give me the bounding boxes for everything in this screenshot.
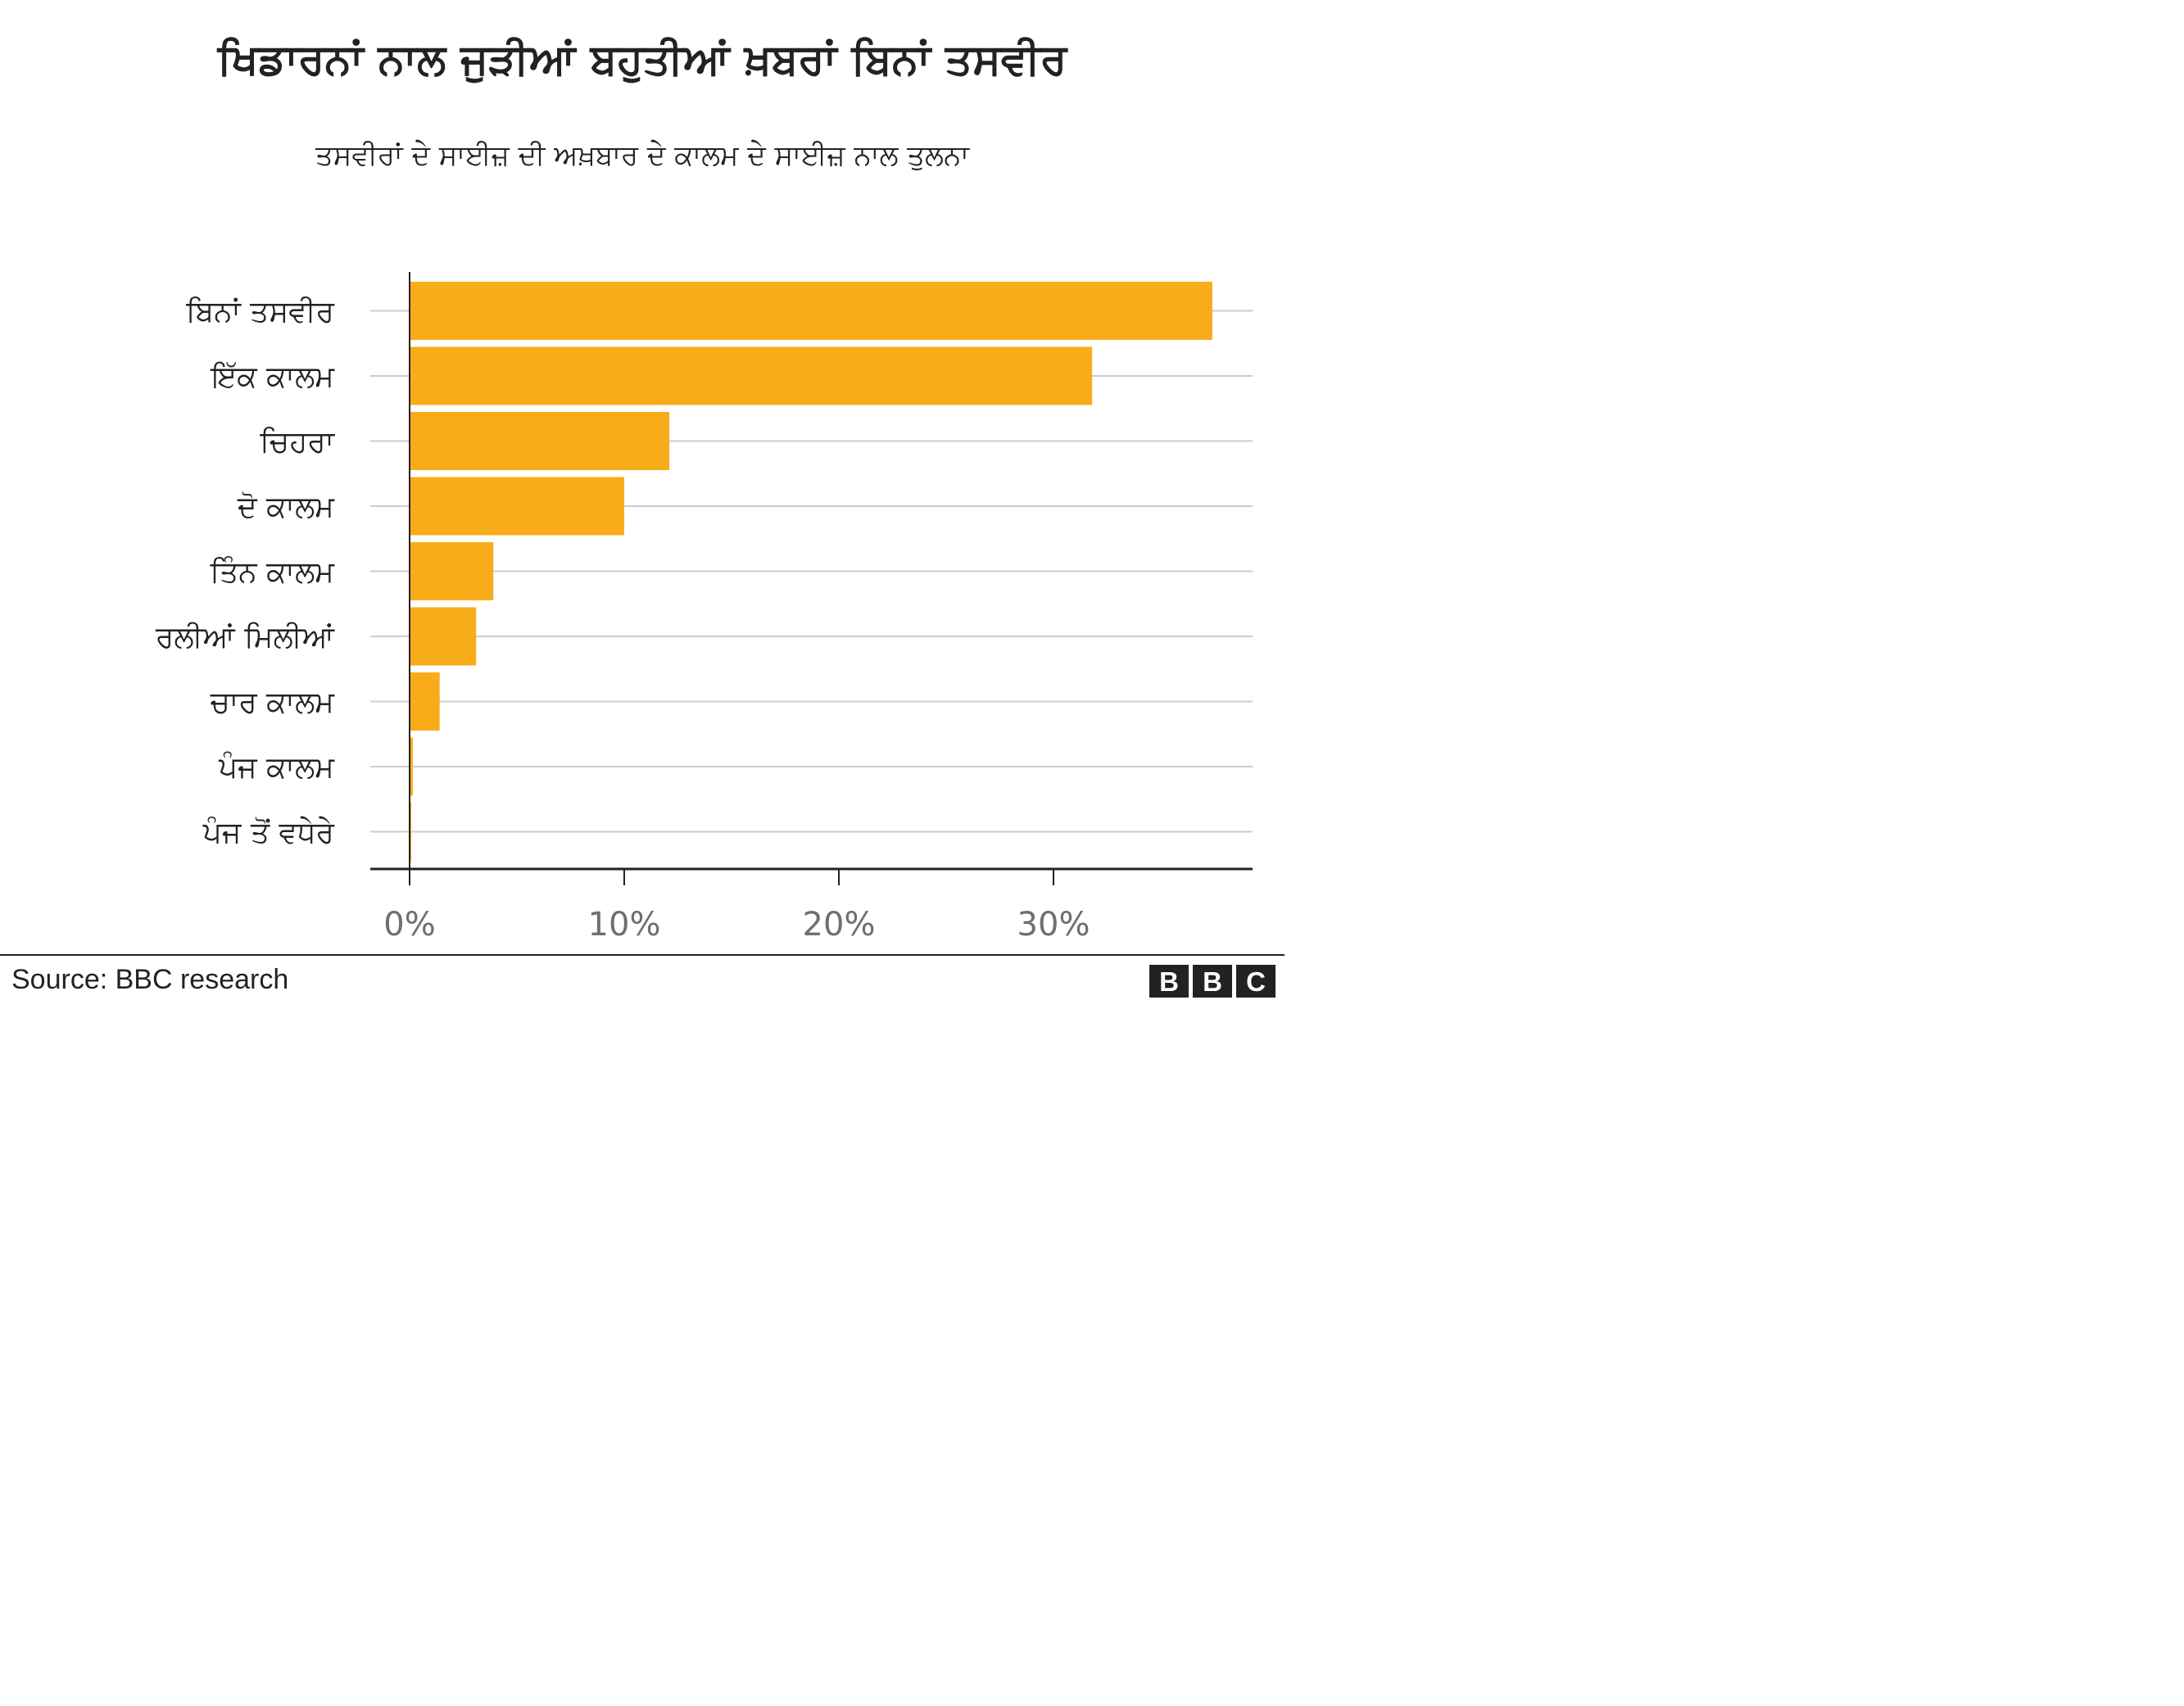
x-tick-label-3: 20% <box>803 906 876 944</box>
bar-4 <box>410 477 624 536</box>
bar-7 <box>410 672 440 731</box>
category-label-5: ਤਿੰਨ ਕਾਲਮ <box>210 556 336 590</box>
category-label-3: ਚਿਹਰਾ <box>259 426 335 459</box>
bar-1 <box>410 282 1212 340</box>
footer-divider <box>0 954 1285 956</box>
category-label-2: ਇੱਕ ਕਾਲਮ <box>210 360 335 394</box>
x-tick-label-4: 30% <box>1017 906 1090 944</box>
chart-subtitle: ਤਸਵੀਰਾਂ ਦੇ ਸਾਈਜ਼ ਦੀ ਅਖ਼ਬਾਰ ਦੇ ਕਾਲਮ ਦੇ ਸਾ… <box>315 139 969 172</box>
bbc-logo-letter-1: B <box>1149 965 1189 998</box>
bbc-logo-letter-3: C <box>1236 965 1276 998</box>
bar-chart: ਬਿਨਾਂ ਤਸਵੀਰ ਇੱਕ ਕਾਲਮ ਚਿਹਰਾ ਦੋ ਕਾਲਮ ਤਿੰਨ ਕਾਲਮ… <box>155 272 1253 944</box>
category-label-9: ਪੰਜ ਤੋਂ ਵਧੇਰੇ <box>202 817 335 850</box>
bar-6 <box>410 607 477 666</box>
bbc-logo: B B C <box>1149 965 1276 998</box>
bar-5 <box>410 542 494 600</box>
bar-3 <box>410 412 670 470</box>
category-label-8: ਪੰਜ ਕਾਲਮ <box>218 751 335 785</box>
x-tick-label-2: 10% <box>588 906 661 944</box>
source-note: Source: BBC research <box>11 964 289 995</box>
bar-2 <box>410 346 1093 405</box>
bar-9 <box>410 803 412 861</box>
category-label-4: ਦੋ ਕਾਲਮ <box>237 491 335 524</box>
bbc-logo-letter-2: B <box>1193 965 1232 998</box>
x-tick-label-1: 0% <box>383 906 435 944</box>
chart-title: ਖਿਡਾਰਨਾਂ ਨਾਲ ਜੁੜੀਆਂ ਬਹੁਤੀਆਂ ਖ਼ਬਰਾਂ ਬਿਨਾਂ… <box>217 35 1067 84</box>
category-label-6: ਰਲੀਆਂ ਮਿਲੀਆਂ <box>155 621 335 654</box>
bar-8 <box>410 737 413 796</box>
category-label-1: ਬਿਨਾਂ ਤਸਵੀਰ <box>185 296 335 329</box>
category-label-7: ਚਾਰ ਕਾਲਮ <box>210 686 336 720</box>
